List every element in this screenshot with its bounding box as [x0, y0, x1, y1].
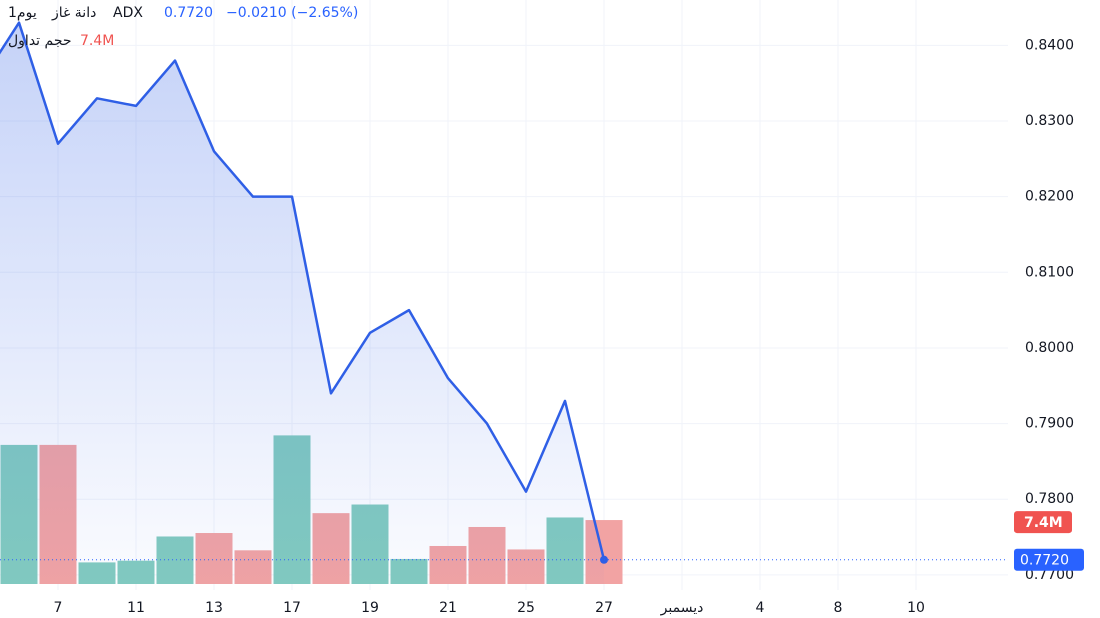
y-tick-label: 0.8000 [1025, 340, 1074, 356]
x-tick-label: 19 [361, 600, 379, 616]
interval: 1يوم [8, 5, 37, 21]
y-tick-label: 0.7900 [1025, 416, 1074, 432]
x-tick-label: 21 [439, 600, 457, 616]
price-area [0, 22, 604, 584]
price-badge-label: 0.7720 [1020, 553, 1069, 569]
y-tick-label: 0.8400 [1025, 37, 1074, 53]
x-tick-label: 10 [907, 600, 925, 616]
symbol: ADX [113, 5, 143, 21]
volume-value: 7.4M [80, 33, 114, 49]
y-tick-label: 0.7700 [1025, 567, 1074, 583]
x-tick-label: 11 [127, 600, 145, 616]
x-tick-label: ديسمبر [660, 600, 704, 616]
y-tick-label: 0.7800 [1025, 491, 1074, 507]
y-tick-label: 0.8300 [1025, 113, 1074, 129]
price-line [0, 21, 606, 561]
y-tick-label: 0.8100 [1025, 264, 1074, 280]
price-change: −0.0210 (−2.65%) [226, 5, 358, 21]
last-price: 0.7720 [164, 5, 213, 21]
volume-title: حجم تداول [8, 33, 72, 49]
x-tick-label: 17 [283, 600, 301, 616]
plot-area [0, 0, 1008, 590]
volume-badge [1014, 511, 1072, 534]
legend-header: 1يوم دانة غاز ADX 0.7720 −0.0210 (−2.65%… [8, 5, 358, 49]
x-tick-label: 13 [205, 600, 223, 616]
x-tick-label: 8 [834, 600, 843, 616]
x-tick-label: 25 [517, 600, 535, 616]
x-tick-label: 4 [756, 600, 765, 616]
volume-badge-label: 7.4M [1024, 515, 1063, 531]
price-badge [1014, 548, 1084, 571]
x-tick-label: 27 [595, 600, 613, 616]
x-tick-label: 7 [54, 600, 63, 616]
y-tick-label: 0.8200 [1025, 189, 1074, 205]
instrument-name: دانة غاز [51, 5, 96, 21]
